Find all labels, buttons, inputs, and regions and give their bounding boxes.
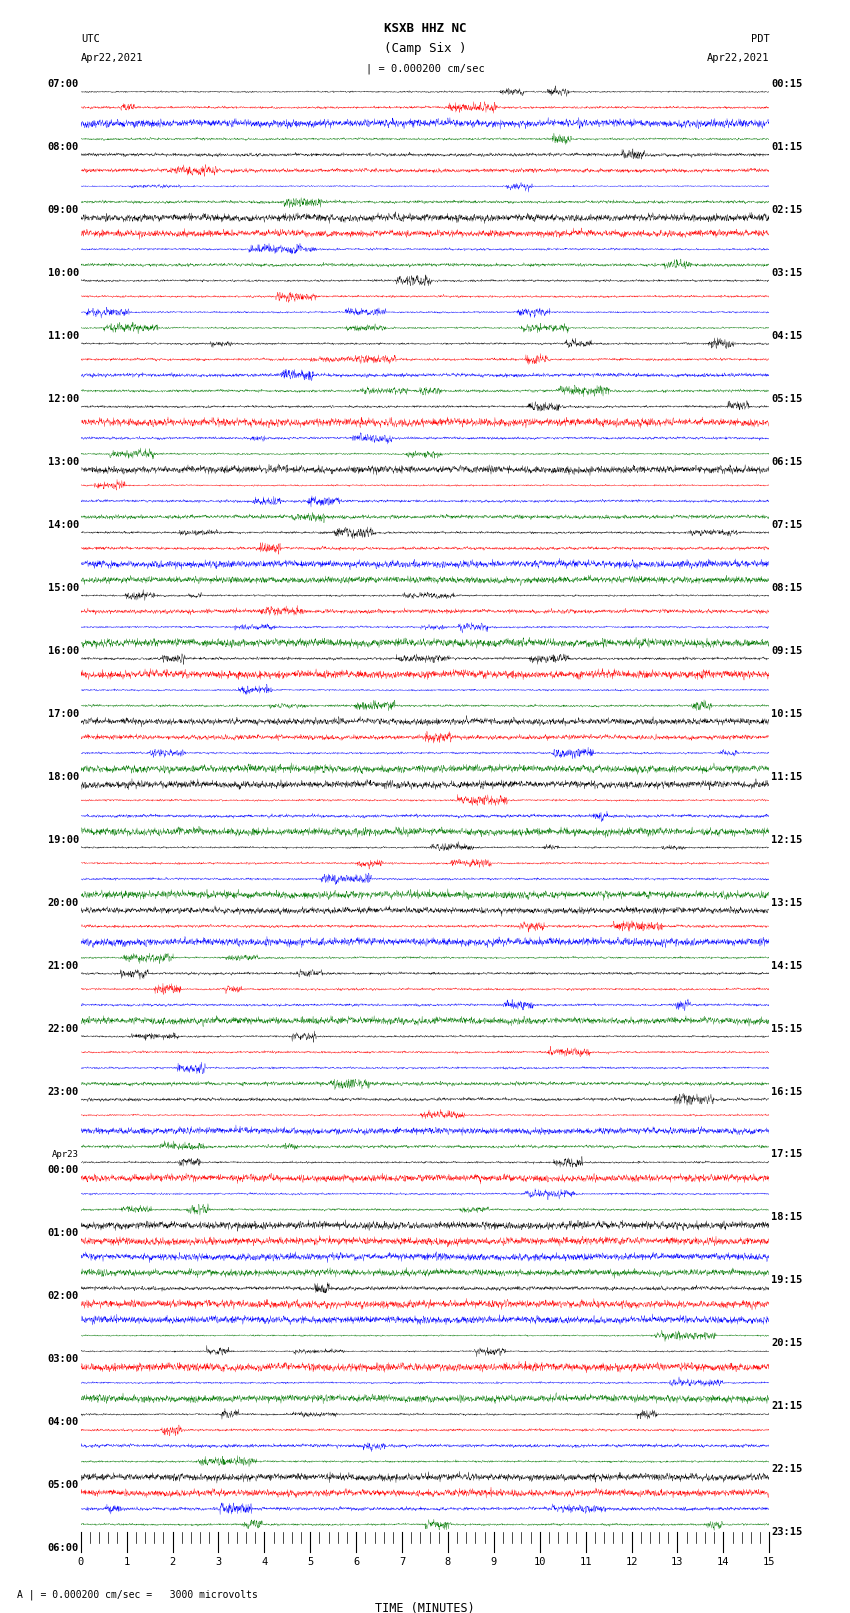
Text: 13:15: 13:15	[771, 897, 802, 908]
Text: 13:00: 13:00	[48, 456, 79, 466]
Text: 12:15: 12:15	[771, 834, 802, 845]
Text: 0: 0	[77, 1557, 84, 1566]
Text: 14:00: 14:00	[48, 519, 79, 529]
Text: 23:00: 23:00	[48, 1087, 79, 1097]
Text: 15:00: 15:00	[48, 582, 79, 592]
Text: UTC: UTC	[81, 34, 99, 44]
Text: 3: 3	[215, 1557, 222, 1566]
Text: 9: 9	[490, 1557, 497, 1566]
Text: 04:00: 04:00	[48, 1418, 79, 1428]
Text: 18:00: 18:00	[48, 771, 79, 782]
Text: 16:15: 16:15	[771, 1087, 802, 1097]
Text: 2: 2	[169, 1557, 176, 1566]
Text: 14: 14	[717, 1557, 729, 1566]
Text: | = 0.000200 cm/sec: | = 0.000200 cm/sec	[366, 63, 484, 74]
Text: 05:00: 05:00	[48, 1481, 79, 1490]
Text: 8: 8	[445, 1557, 451, 1566]
Text: 14:15: 14:15	[771, 961, 802, 971]
Text: 13: 13	[672, 1557, 683, 1566]
Text: 03:00: 03:00	[48, 1355, 79, 1365]
Text: 09:00: 09:00	[48, 205, 79, 215]
Text: 06:15: 06:15	[771, 456, 802, 466]
Text: 20:00: 20:00	[48, 897, 79, 908]
Text: 6: 6	[353, 1557, 360, 1566]
Text: 17:00: 17:00	[48, 708, 79, 719]
Text: 23:15: 23:15	[771, 1528, 802, 1537]
Text: 20:15: 20:15	[771, 1339, 802, 1348]
Text: 22:00: 22:00	[48, 1024, 79, 1034]
Text: 7: 7	[399, 1557, 405, 1566]
Text: 08:00: 08:00	[48, 142, 79, 152]
Text: 02:15: 02:15	[771, 205, 802, 215]
Text: 04:15: 04:15	[771, 331, 802, 340]
Text: 19:00: 19:00	[48, 834, 79, 845]
Text: 11:15: 11:15	[771, 771, 802, 782]
Text: Apr22,2021: Apr22,2021	[81, 53, 144, 63]
Text: 07:15: 07:15	[771, 519, 802, 529]
Text: 21:15: 21:15	[771, 1402, 802, 1411]
Text: 5: 5	[307, 1557, 314, 1566]
Text: 01:00: 01:00	[48, 1227, 79, 1239]
Text: Apr22,2021: Apr22,2021	[706, 53, 769, 63]
Text: 12:00: 12:00	[48, 394, 79, 403]
Text: 16:00: 16:00	[48, 645, 79, 655]
Text: Apr23: Apr23	[52, 1150, 79, 1160]
Text: 11:00: 11:00	[48, 331, 79, 340]
Text: PDT: PDT	[751, 34, 769, 44]
Text: 05:15: 05:15	[771, 394, 802, 403]
Text: 08:15: 08:15	[771, 582, 802, 592]
Text: 12: 12	[626, 1557, 638, 1566]
Text: 09:15: 09:15	[771, 645, 802, 655]
Text: 00:15: 00:15	[771, 79, 802, 89]
Text: 02:00: 02:00	[48, 1290, 79, 1302]
Text: A | = 0.000200 cm/sec =   3000 microvolts: A | = 0.000200 cm/sec = 3000 microvolts	[17, 1589, 258, 1600]
Text: 4: 4	[261, 1557, 268, 1566]
Text: 00:00: 00:00	[48, 1165, 79, 1176]
Text: 10:00: 10:00	[48, 268, 79, 277]
Text: 17:15: 17:15	[771, 1150, 802, 1160]
Text: KSXB HHZ NC: KSXB HHZ NC	[383, 23, 467, 35]
Text: 10: 10	[534, 1557, 546, 1566]
Text: 06:00: 06:00	[48, 1544, 79, 1553]
Text: 10:15: 10:15	[771, 708, 802, 719]
Text: 15:15: 15:15	[771, 1024, 802, 1034]
Text: (Camp Six ): (Camp Six )	[383, 42, 467, 55]
Text: 07:00: 07:00	[48, 79, 79, 89]
Text: 15: 15	[763, 1557, 775, 1566]
Text: TIME (MINUTES): TIME (MINUTES)	[375, 1602, 475, 1613]
Text: 01:15: 01:15	[771, 142, 802, 152]
Text: 18:15: 18:15	[771, 1213, 802, 1223]
Text: 03:15: 03:15	[771, 268, 802, 277]
Text: 22:15: 22:15	[771, 1465, 802, 1474]
Text: 19:15: 19:15	[771, 1276, 802, 1286]
Text: 1: 1	[123, 1557, 130, 1566]
Text: 21:00: 21:00	[48, 961, 79, 971]
Text: 11: 11	[580, 1557, 592, 1566]
